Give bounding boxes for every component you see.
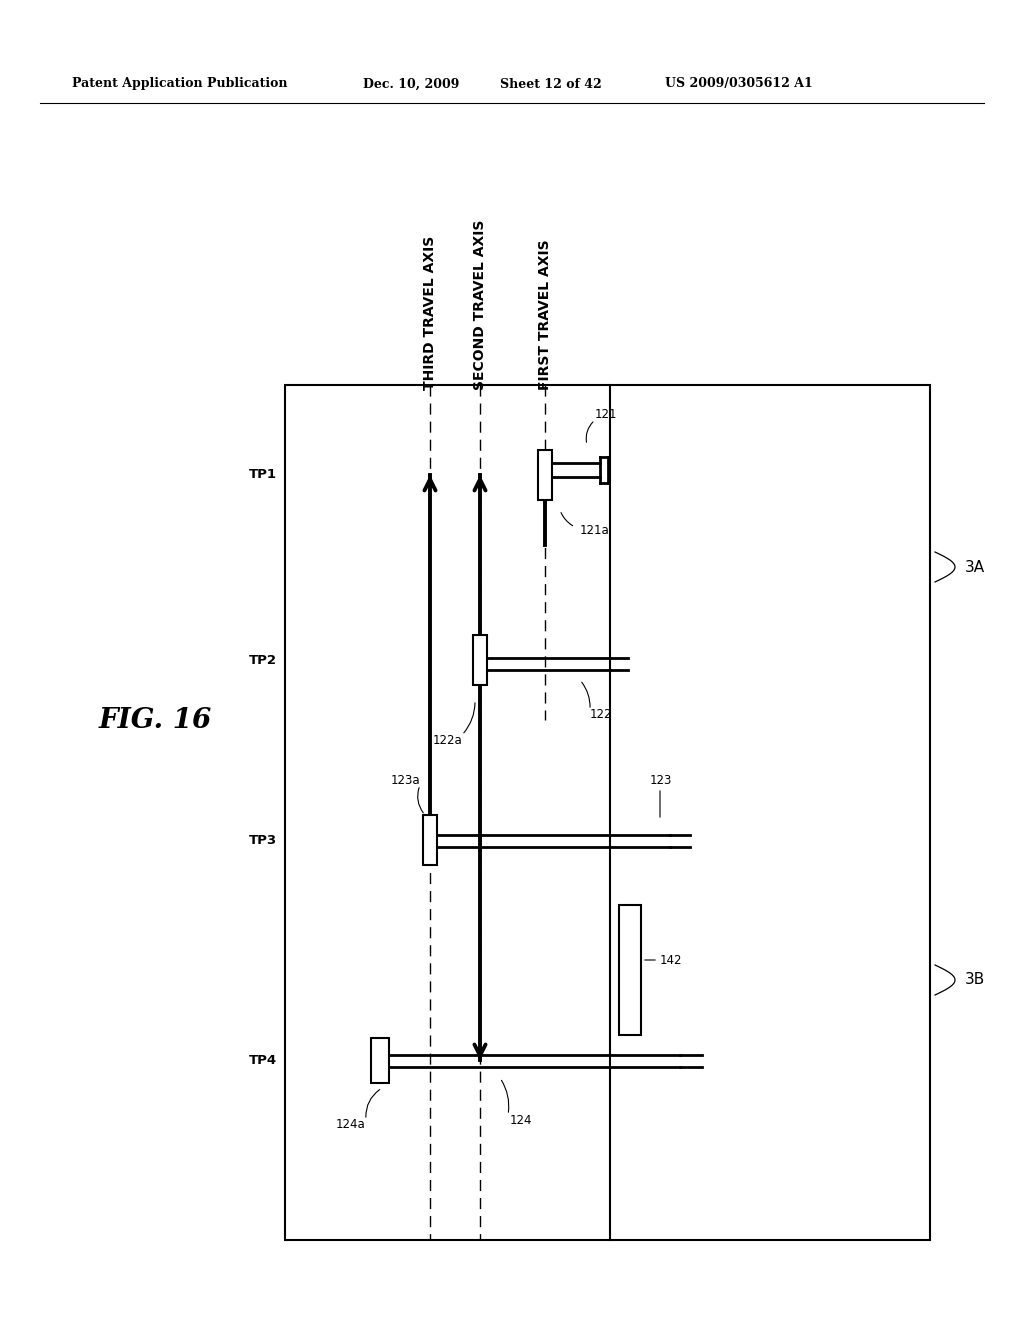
Text: Patent Application Publication: Patent Application Publication — [72, 78, 288, 91]
Text: 3A: 3A — [965, 560, 985, 574]
Text: TP1: TP1 — [249, 469, 278, 482]
Text: 142: 142 — [660, 953, 683, 966]
Bar — [473, 635, 487, 685]
Text: Sheet 12 of 42: Sheet 12 of 42 — [500, 78, 602, 91]
Text: TP4: TP4 — [249, 1053, 278, 1067]
Text: US 2009/0305612 A1: US 2009/0305612 A1 — [665, 78, 813, 91]
Bar — [618, 906, 641, 1035]
Text: 122: 122 — [590, 709, 612, 722]
Text: 123a: 123a — [390, 774, 420, 787]
Text: FIRST TRAVEL AXIS: FIRST TRAVEL AXIS — [538, 239, 552, 389]
Text: 123: 123 — [650, 774, 673, 787]
Text: THIRD TRAVEL AXIS: THIRD TRAVEL AXIS — [423, 236, 437, 389]
Text: Dec. 10, 2009: Dec. 10, 2009 — [362, 78, 460, 91]
Text: TP2: TP2 — [249, 653, 278, 667]
Text: 121a: 121a — [580, 524, 609, 536]
Text: TP3: TP3 — [249, 833, 278, 846]
Text: 3B: 3B — [965, 973, 985, 987]
Text: 121: 121 — [595, 408, 617, 421]
Text: SECOND TRAVEL AXIS: SECOND TRAVEL AXIS — [473, 219, 487, 389]
Bar — [538, 450, 552, 500]
Bar — [423, 814, 437, 865]
Text: FIG. 16: FIG. 16 — [98, 706, 212, 734]
Bar — [285, 385, 930, 1239]
Bar — [371, 1038, 389, 1082]
Text: 124: 124 — [510, 1114, 532, 1126]
Text: 122a: 122a — [432, 734, 462, 747]
Text: 124a: 124a — [335, 1118, 365, 1131]
